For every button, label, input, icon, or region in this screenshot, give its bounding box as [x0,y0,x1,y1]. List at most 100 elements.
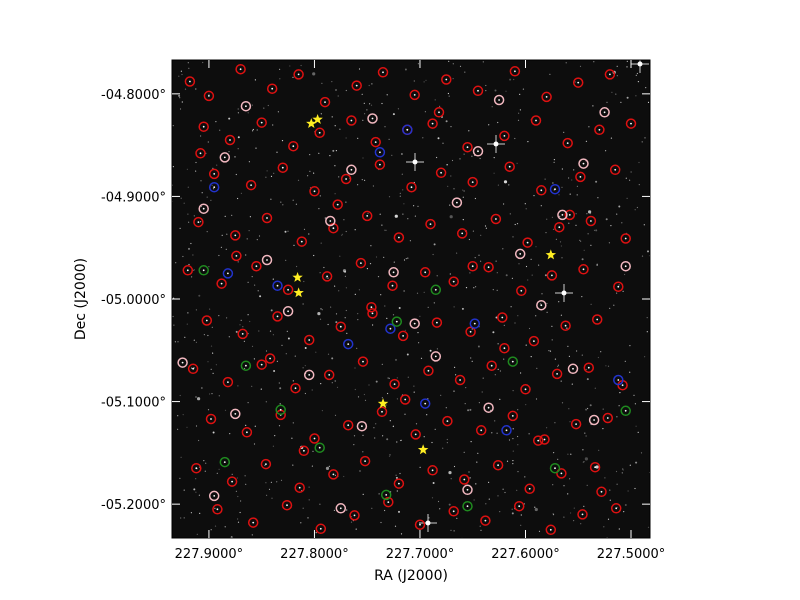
source-dot [245,105,247,108]
circle-marker [425,218,436,230]
background-star [400,533,403,535]
background-star [172,166,174,168]
background-star [202,61,204,64]
source-dot [210,418,212,420]
background-star [557,365,559,368]
circle-marker [323,369,335,381]
background-star [447,185,449,187]
background-star [395,476,398,479]
background-star [494,420,496,422]
circle-marker [272,311,283,322]
background-star [257,290,259,292]
source-dot [260,363,263,366]
background-star [402,213,404,215]
background-star [387,377,389,379]
background-star [524,203,526,205]
background-star [433,302,435,304]
background-star [451,159,454,162]
background-star [359,470,361,472]
circle-marker [290,382,301,394]
background-star [186,168,188,170]
circle-marker [198,203,209,214]
background-star [434,428,436,430]
background-star [416,292,419,294]
source-dot [229,139,231,141]
background-star [236,477,238,479]
background-star [520,524,522,526]
background-star [173,324,175,326]
background-star [362,451,364,453]
background-star [210,529,212,531]
background-star [187,312,189,314]
source-dot [490,364,493,367]
background-star [473,287,475,289]
circle-marker [577,509,588,520]
background-star [546,302,548,305]
circle-marker [578,264,589,275]
background-star [522,88,525,90]
source-dot [518,505,521,508]
background-star [448,471,452,475]
source-dot [361,425,363,428]
background-star [478,254,480,256]
background-star [346,332,348,334]
circle-marker [620,405,631,417]
source-dot [227,381,229,383]
background-star [563,516,565,518]
background-star [576,194,578,196]
circle-marker [328,469,339,480]
background-star [292,199,294,201]
x-tick-label: 227.6000° [491,547,560,562]
background-star [207,334,209,337]
source-dot [440,171,442,174]
background-star [544,178,546,180]
source-dot [561,214,564,216]
background-star [571,179,573,181]
background-star [280,201,282,203]
background-star [308,233,310,235]
background-star [403,259,406,261]
background-star [177,428,179,430]
source-dot [235,255,238,257]
background-star [508,184,510,186]
background-star [182,255,184,258]
background-star [296,265,298,268]
background-star [540,205,542,207]
background-star [273,172,275,174]
background-star [595,180,598,183]
background-star [270,175,273,177]
background-star [534,507,538,512]
background-star [436,275,438,277]
background-star [560,380,562,382]
source-dot [503,347,506,350]
background-star [208,93,210,95]
source-dot [326,275,328,278]
background-star [197,397,201,401]
background-star [193,269,195,271]
background-star [463,153,465,155]
background-star [569,421,571,423]
source-dot [308,339,311,341]
circle-marker [585,215,597,227]
background-star [387,392,389,395]
circle-marker [237,328,248,340]
background-star [482,377,484,379]
background-star [561,257,563,259]
background-star [226,233,228,235]
background-star [594,387,596,389]
background-star [368,84,370,87]
series-3 [198,265,631,512]
source-dot [279,408,282,411]
source-dot [511,415,514,417]
background-star [561,402,564,404]
background-star [616,75,618,77]
background-star [420,357,423,359]
background-star [445,407,447,409]
background-star [595,465,599,469]
background-star [212,372,214,374]
source-dot [469,330,472,333]
background-star [256,129,258,131]
circle-marker [454,374,466,386]
background-star [243,340,245,342]
background-star [472,230,474,232]
